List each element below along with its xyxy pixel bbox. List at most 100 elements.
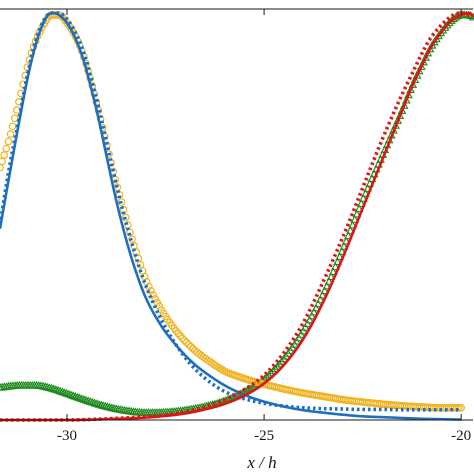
- series-3-point: [320, 286, 329, 295]
- series-3-point: [354, 204, 364, 213]
- series-2-point: [176, 332, 185, 340]
- series-3-point: [83, 396, 93, 405]
- series-3-point: [88, 397, 97, 406]
- series-2-point: [182, 338, 191, 347]
- series-3-point: [316, 295, 325, 303]
- series-3-point: [273, 361, 282, 370]
- series-3-point: [70, 391, 80, 400]
- series-1: [0, 11, 462, 412]
- series-3-point: [60, 388, 69, 396]
- series-5: [0, 11, 474, 422]
- series-2-point: [455, 403, 463, 412]
- series-3-point: [313, 299, 323, 308]
- series-3-point: [55, 386, 65, 395]
- series-2-point: [2, 144, 11, 153]
- series-3-point: [90, 398, 99, 407]
- series-2-point: [126, 228, 134, 237]
- series-2-point: [8, 122, 17, 131]
- series-2-point: [0, 163, 4, 172]
- series-3-point: [51, 385, 61, 393]
- series-3-point: [42, 382, 52, 391]
- series-3-point: [49, 384, 59, 393]
- series-3-point: [311, 303, 321, 312]
- series-3-point: [79, 394, 89, 403]
- series-3-point: [77, 394, 87, 403]
- series-3-point: [343, 231, 353, 240]
- series-3-point: [266, 368, 276, 377]
- series-2-point: [184, 340, 193, 349]
- series-3-point: [270, 364, 280, 373]
- series-3-point: [361, 188, 370, 197]
- series-2-point: [117, 198, 126, 206]
- series-3-point: [81, 395, 91, 404]
- x-tick-label: -20: [451, 428, 471, 444]
- series-2-point: [0, 157, 6, 166]
- series-3-point: [352, 209, 362, 218]
- series-3: [0, 10, 474, 416]
- series-3-point: [348, 220, 357, 229]
- x-tick-label: -30: [57, 428, 77, 444]
- axes-layer: -30 -25 -20: [0, 8, 473, 444]
- series-2-point: [151, 295, 159, 303]
- series-2-point: [10, 114, 19, 123]
- series-3-point: [337, 247, 347, 255]
- series-0: [0, 11, 462, 421]
- series-2-point: [128, 235, 136, 244]
- series-4-line: [0, 11, 474, 422]
- series-2-point: [180, 336, 189, 345]
- series-4: [0, 11, 474, 422]
- series-2-point: [121, 213, 130, 222]
- series-3-point: [333, 257, 342, 266]
- series-3-point: [98, 401, 108, 409]
- series-5-line: [0, 11, 474, 422]
- series-2-point: [4, 137, 13, 146]
- series-3-point: [92, 399, 102, 408]
- series-3-point: [305, 315, 314, 324]
- series-2-point: [0, 151, 8, 159]
- series-2-point: [457, 403, 465, 412]
- series-3-point: [303, 319, 312, 328]
- series-3-point: [58, 387, 67, 396]
- series-3-point: [64, 389, 74, 398]
- series-3-point: [339, 241, 349, 250]
- series-3-point: [75, 393, 84, 402]
- series-2-point: [149, 291, 157, 299]
- series-3-point: [47, 383, 56, 392]
- series-3-point: [328, 267, 338, 276]
- series-3-point: [326, 272, 336, 280]
- series-2-point: [186, 342, 195, 351]
- series-3-point: [66, 390, 76, 399]
- series-3-point: [363, 184, 372, 192]
- series-3-point: [94, 399, 104, 408]
- series-3-point: [346, 225, 355, 234]
- series-3-point: [350, 215, 360, 223]
- series-3-point: [45, 383, 54, 392]
- series-3-point: [341, 236, 351, 245]
- x-tick-label: -25: [254, 428, 274, 444]
- series-3-point: [322, 281, 332, 290]
- series-3-point: [359, 193, 368, 202]
- series-2-point: [178, 334, 187, 343]
- series-3-point: [331, 262, 340, 271]
- series-3-point: [68, 391, 78, 399]
- series-3-point: [85, 397, 95, 405]
- series-layer: [0, 10, 474, 422]
- series-3-point: [73, 392, 82, 401]
- series-3-point: [96, 400, 106, 409]
- series-3-point: [62, 388, 71, 397]
- x-axis-label: x / h: [246, 453, 276, 472]
- series-3-point: [318, 290, 327, 299]
- series-3-point: [101, 401, 110, 410]
- series-3-point: [307, 311, 317, 320]
- series-3-point: [268, 366, 278, 375]
- series-3-point: [356, 199, 366, 207]
- series-3-point: [309, 307, 319, 316]
- series-1-line: [0, 11, 462, 412]
- series-3-point: [335, 252, 345, 260]
- series-2: [0, 11, 465, 412]
- series-0-line: [0, 11, 462, 421]
- series-3-point: [53, 385, 63, 394]
- series-3-point: [324, 276, 334, 285]
- series-2-point: [6, 130, 15, 138]
